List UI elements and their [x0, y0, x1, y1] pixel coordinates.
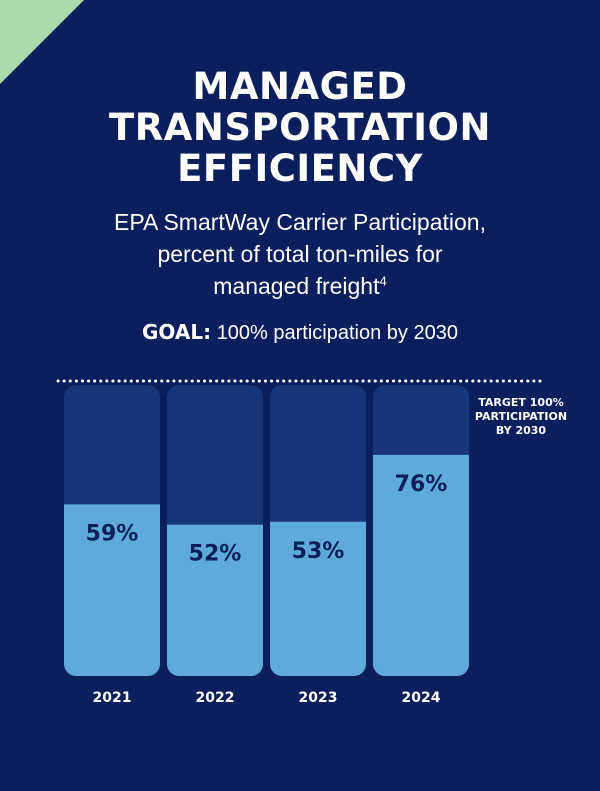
value-label: 59% — [86, 521, 139, 546]
x-tick-label: 2023 — [299, 690, 338, 706]
bar-2022 — [167, 524, 263, 676]
title-line: TRANSPORTATION — [109, 106, 491, 149]
page-title: MANAGED TRANSPORTATION EFFICIENCY — [0, 66, 600, 189]
target-annotation: PARTICIPATION — [475, 410, 567, 423]
footnote-marker: 4 — [379, 273, 387, 289]
value-label: 53% — [292, 539, 345, 564]
value-label: 76% — [395, 472, 448, 497]
value-label: 52% — [189, 542, 242, 567]
x-tick-label: 2022 — [196, 690, 235, 706]
chart-subtitle: EPA SmartWay Carrier Participation, perc… — [40, 206, 560, 302]
bar-2021 — [64, 504, 160, 676]
corner-accent — [0, 0, 84, 84]
bar-2023 — [270, 521, 366, 676]
title-line: MANAGED — [192, 65, 408, 108]
subtitle-line: managed freight — [213, 273, 380, 299]
target-annotation: TARGET 100% — [478, 396, 564, 409]
x-tick-label: 2024 — [402, 690, 441, 706]
goal-statement: GOAL: 100% participation by 2030 — [0, 320, 600, 345]
x-tick-label: 2021 — [93, 690, 132, 706]
goal-label: GOAL: — [142, 320, 212, 344]
bar-2024 — [373, 454, 469, 676]
subtitle-line: percent of total ton-miles for — [157, 241, 443, 267]
title-line: EFFICIENCY — [177, 147, 423, 190]
bar-chart: 59% 2021 52% 2022 53% 2023 76% 2024 TARGET 100%P… — [56, 379, 567, 706]
target-annotation: BY 2030 — [496, 424, 547, 437]
goal-text: 100% participation by 2030 — [216, 322, 458, 344]
subtitle-line: EPA SmartWay Carrier Participation, — [114, 209, 486, 235]
